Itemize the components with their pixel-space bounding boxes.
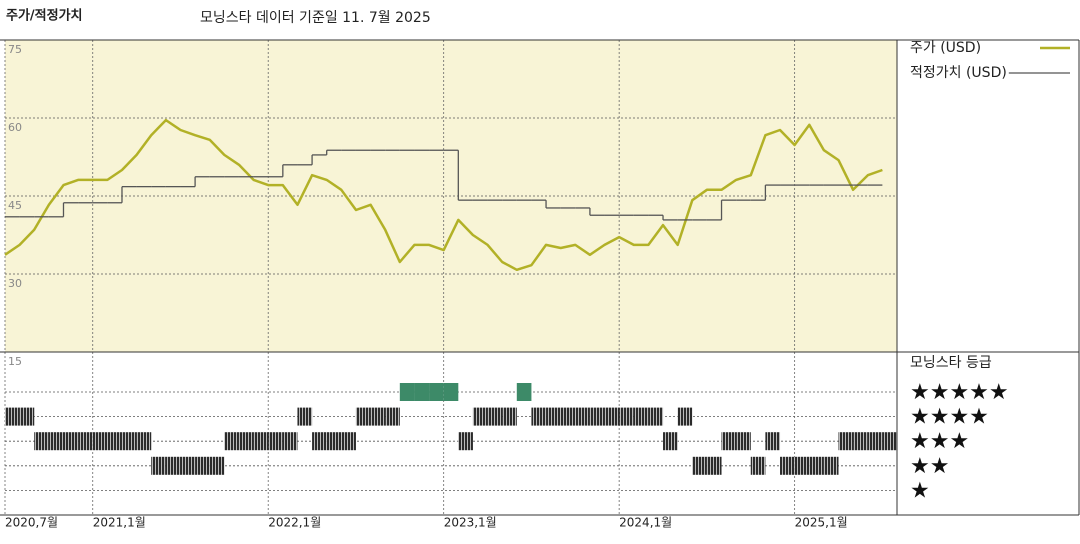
rating-bar <box>414 383 430 401</box>
chart-subtitle: 모닝스타 데이터 기준일 11. 7월 2025 <box>200 10 431 26</box>
rating-bar <box>882 432 897 451</box>
rating-bar <box>706 456 722 475</box>
rating-bar <box>121 432 137 451</box>
rating-bar <box>619 407 634 426</box>
rating-bar <box>355 407 371 426</box>
rating-bar <box>531 407 547 426</box>
rating-bar <box>589 407 605 426</box>
rating-bar <box>472 407 488 426</box>
x-tick-label: 2020,7월 <box>5 516 58 530</box>
y-tick-label: 60 <box>8 121 22 134</box>
rating-bar <box>224 432 239 451</box>
rating-bar <box>297 407 313 426</box>
rating-bar <box>809 456 824 475</box>
legend-label: 주가 (USD) <box>910 40 981 56</box>
y-tick-label: 15 <box>8 355 22 368</box>
rating-bar <box>633 407 649 426</box>
x-tick-label: 2023,1월 <box>444 516 497 530</box>
rating-bar <box>604 407 620 426</box>
rating-bar <box>63 432 79 451</box>
rating-legend-label: ★ <box>910 478 930 503</box>
rating-bar <box>546 407 561 426</box>
rating-bar <box>648 407 664 426</box>
y-tick-label: 75 <box>8 43 22 56</box>
rating-bar <box>750 456 766 475</box>
x-tick-label: 2021,1월 <box>93 516 146 530</box>
rating-bar <box>92 432 108 451</box>
rating-bar <box>692 456 707 475</box>
rating-bar <box>19 407 35 426</box>
rating-legend-label: ★★ <box>910 454 949 479</box>
rating-bar <box>268 432 283 451</box>
rating-bar <box>794 456 810 475</box>
rating-bar <box>151 456 166 475</box>
x-tick-label: 2024,1월 <box>619 516 672 530</box>
rating-bar <box>399 383 415 401</box>
rating-bar <box>663 432 678 451</box>
rating-bar <box>575 407 590 426</box>
rating-bar <box>195 456 210 475</box>
rating-bar <box>721 432 737 451</box>
rating-bar <box>853 432 868 451</box>
rating-bar <box>458 432 473 451</box>
rating-bar <box>312 432 327 451</box>
chart-title: 주가/적정가치 <box>6 8 83 24</box>
rating-bar <box>516 383 532 401</box>
rating-bar <box>560 407 576 426</box>
rating-bar <box>487 407 503 426</box>
legend-label: 적정가치 (USD) <box>910 65 1007 81</box>
rating-legend-label: ★★★★ <box>910 405 989 430</box>
rating-legend-title: 모닝스타 등급 <box>910 355 992 371</box>
rating-bar <box>370 407 386 426</box>
y-tick-label: 45 <box>8 199 22 212</box>
rating-bar <box>165 456 181 475</box>
rating-bar <box>429 383 444 401</box>
rating-bar <box>736 432 751 451</box>
rating-bar <box>765 432 781 451</box>
rating-bar <box>326 432 342 451</box>
rating-bar <box>443 383 459 401</box>
rating-legend-label: ★★★ <box>910 429 969 454</box>
rating-bar <box>341 432 356 451</box>
rating-bar <box>780 456 795 475</box>
rating-bar <box>5 407 20 426</box>
rating-bar <box>34 432 49 451</box>
rating-bar <box>209 456 225 475</box>
rating-bar <box>48 432 64 451</box>
rating-legend-label: ★★★★★ <box>910 380 1009 405</box>
rating-bar <box>677 407 693 426</box>
rating-bar <box>180 456 196 475</box>
rating-bar <box>238 432 254 451</box>
x-tick-label: 2022,1월 <box>268 516 321 530</box>
rating-bar <box>282 432 298 451</box>
rating-bar <box>107 432 122 451</box>
rating-bar <box>78 432 93 451</box>
rating-bar <box>823 456 839 475</box>
rating-bar <box>136 432 152 451</box>
rating-bar <box>385 407 400 426</box>
rating-bar <box>867 432 883 451</box>
price-line <box>4 118 883 272</box>
rating-bar <box>838 432 854 451</box>
rating-bar <box>502 407 517 426</box>
rating-bar <box>253 432 269 451</box>
y-tick-label: 30 <box>8 277 22 290</box>
x-tick-label: 2025,1월 <box>795 516 848 530</box>
